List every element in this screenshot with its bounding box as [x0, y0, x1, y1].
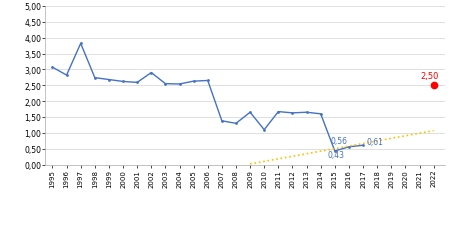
- Text: 2,50: 2,50: [420, 72, 439, 81]
- Text: 0,61: 0,61: [366, 137, 384, 146]
- Text: 0,43: 0,43: [328, 150, 345, 159]
- Text: 0,56: 0,56: [331, 136, 348, 145]
